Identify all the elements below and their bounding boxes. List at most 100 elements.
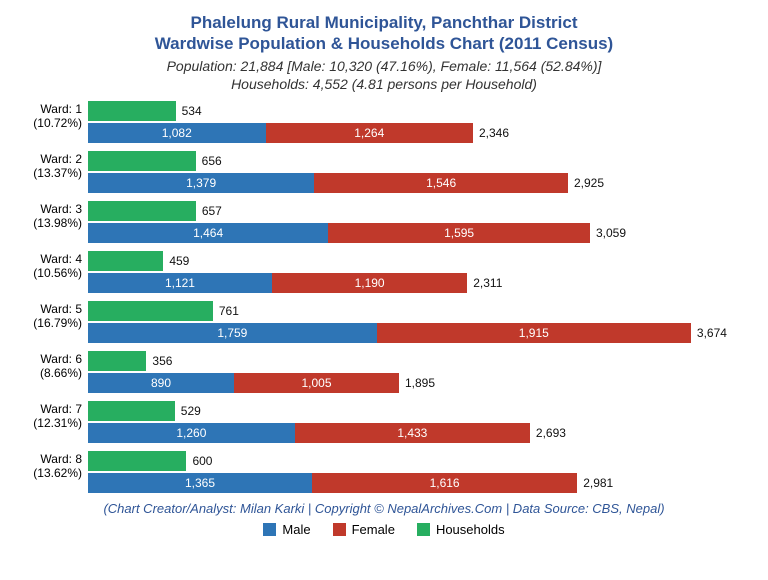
male-value: 1,082 [162, 126, 192, 140]
male-bar: 1,759 [88, 323, 377, 343]
male-bar: 890 [88, 373, 234, 393]
households-value: 459 [163, 254, 189, 268]
female-value: 1,595 [444, 226, 474, 240]
ward-pct: (10.72%) [28, 117, 82, 131]
households-bar [88, 201, 196, 221]
male-value: 890 [151, 376, 171, 390]
ward-number: Ward: 3 [28, 203, 82, 217]
total-value: 3,674 [691, 326, 727, 340]
households-bar [88, 351, 146, 371]
female-bar: 1,915 [377, 323, 691, 343]
ward-bars: 529 1,260 1,433 2,693 [88, 401, 744, 445]
female-bar: 1,264 [266, 123, 473, 143]
chart-credit: (Chart Creator/Analyst: Milan Karki | Co… [24, 501, 744, 516]
female-value: 1,190 [355, 276, 385, 290]
female-bar: 1,190 [272, 273, 467, 293]
households-value: 657 [196, 204, 222, 218]
female-value: 1,264 [354, 126, 384, 140]
total-value: 1,895 [399, 376, 435, 390]
chart-title: Phalelung Rural Municipality, Panchthar … [24, 12, 744, 55]
legend-item-female: Female [333, 522, 395, 537]
households-value: 529 [175, 404, 201, 418]
male-bar: 1,082 [88, 123, 266, 143]
female-bar: 1,616 [312, 473, 577, 493]
ward-bars: 656 1,379 1,546 2,925 [88, 151, 744, 195]
ward-label: Ward: 5(16.79%) [28, 301, 88, 331]
male-bar: 1,121 [88, 273, 272, 293]
households-bar [88, 451, 186, 471]
chart-area: Ward: 1(10.72%) 534 1,082 1,264 2,346 Ward: 2… [28, 101, 744, 495]
chart-legend: Male Female Households [24, 522, 744, 537]
male-value: 1,121 [165, 276, 195, 290]
legend-swatch-male [263, 523, 276, 536]
subtitle-line-1: Population: 21,884 [Male: 10,320 (47.16%… [24, 57, 744, 75]
male-value: 1,365 [185, 476, 215, 490]
legend-label-male: Male [282, 522, 310, 537]
ward-label: Ward: 8(13.62%) [28, 451, 88, 481]
ward-row: Ward: 1(10.72%) 534 1,082 1,264 2,346 [28, 101, 744, 145]
households-value: 356 [146, 354, 172, 368]
ward-number: Ward: 2 [28, 153, 82, 167]
total-value: 2,925 [568, 176, 604, 190]
female-bar: 1,595 [328, 223, 590, 243]
female-value: 1,433 [397, 426, 427, 440]
ward-pct: (13.98%) [28, 217, 82, 231]
households-value: 761 [213, 304, 239, 318]
female-value: 1,915 [519, 326, 549, 340]
legend-item-male: Male [263, 522, 310, 537]
ward-label: Ward: 7(12.31%) [28, 401, 88, 431]
households-value: 656 [196, 154, 222, 168]
ward-row: Ward: 6(8.66%)3568901,0051,895 [28, 351, 744, 395]
ward-pct: (13.62%) [28, 467, 82, 481]
households-bar [88, 101, 176, 121]
female-bar: 1,433 [295, 423, 530, 443]
ward-row: Ward: 8(13.62%)6001,3651,6162,981 [28, 451, 744, 495]
households-value: 600 [186, 454, 212, 468]
households-bar [88, 251, 163, 271]
ward-number: Ward: 8 [28, 453, 82, 467]
female-bar: 1,546 [314, 173, 568, 193]
female-value: 1,616 [430, 476, 460, 490]
subtitle-line-2: Households: 4,552 (4.81 persons per Hous… [24, 75, 744, 93]
ward-label: Ward: 4(10.56%) [28, 251, 88, 281]
legend-label-households: Households [436, 522, 505, 537]
female-value: 1,546 [426, 176, 456, 190]
ward-row: Ward: 5(16.79%) 761 1,759 1,915 3,674 [28, 301, 744, 345]
households-bar [88, 401, 175, 421]
ward-label: Ward: 1(10.72%) [28, 101, 88, 131]
title-line-2: Wardwise Population & Households Chart (… [24, 33, 744, 54]
chart-subtitle: Population: 21,884 [Male: 10,320 (47.16%… [24, 57, 744, 93]
ward-number: Ward: 1 [28, 103, 82, 117]
total-value: 3,059 [590, 226, 626, 240]
households-bar [88, 151, 196, 171]
ward-bars: 3568901,0051,895 [88, 351, 744, 395]
male-bar: 1,379 [88, 173, 314, 193]
ward-pct: (8.66%) [28, 367, 82, 381]
total-value: 2,346 [473, 126, 509, 140]
legend-swatch-households [417, 523, 430, 536]
ward-bars: 761 1,759 1,915 3,674 [88, 301, 744, 345]
ward-row: Ward: 3(13.98%) 657 1,464 1,595 3,059 [28, 201, 744, 245]
ward-label: Ward: 2(13.37%) [28, 151, 88, 181]
ward-pct: (13.37%) [28, 167, 82, 181]
male-bar: 1,260 [88, 423, 295, 443]
male-value: 1,260 [176, 426, 206, 440]
legend-swatch-female [333, 523, 346, 536]
ward-bars: 459 1,121 1,190 2,311 [88, 251, 744, 295]
ward-bars: 657 1,464 1,595 3,059 [88, 201, 744, 245]
male-value: 1,379 [186, 176, 216, 190]
ward-bars: 534 1,082 1,264 2,346 [88, 101, 744, 145]
ward-number: Ward: 4 [28, 253, 82, 267]
total-value: 2,693 [530, 426, 566, 440]
ward-bars: 6001,3651,6162,981 [88, 451, 744, 495]
title-line-1: Phalelung Rural Municipality, Panchthar … [24, 12, 744, 33]
households-value: 534 [176, 104, 202, 118]
male-bar: 1,464 [88, 223, 328, 243]
ward-number: Ward: 7 [28, 403, 82, 417]
legend-label-female: Female [352, 522, 395, 537]
legend-item-households: Households [417, 522, 505, 537]
ward-pct: (12.31%) [28, 417, 82, 431]
male-value: 1,759 [217, 326, 247, 340]
total-value: 2,311 [467, 276, 502, 290]
ward-pct: (10.56%) [28, 267, 82, 281]
